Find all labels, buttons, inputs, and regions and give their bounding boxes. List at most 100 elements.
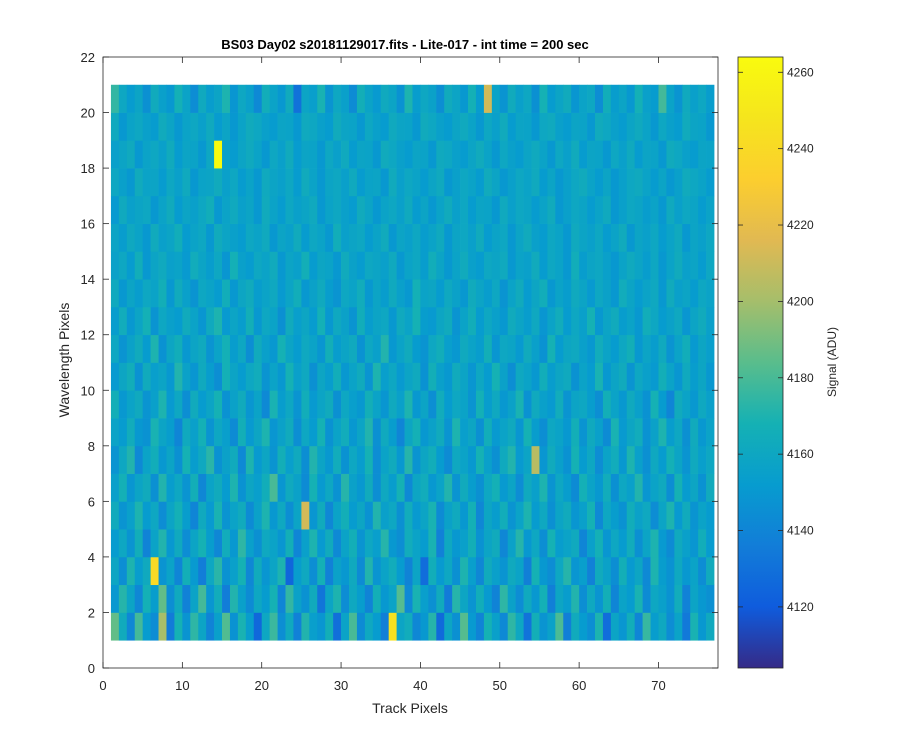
heatmap-cell: [142, 501, 151, 530]
heatmap-cell: [650, 473, 659, 502]
heatmap-cell: [499, 390, 509, 419]
heatmap-cell: [531, 445, 540, 474]
heatmap-cell: [356, 612, 366, 641]
heatmap-cell: [610, 473, 620, 502]
heatmap-cell: [253, 195, 263, 224]
heatmap-cell: [214, 223, 223, 252]
heatmap-cell: [333, 390, 342, 419]
heatmap-cell: [404, 251, 413, 280]
heatmap-cell: [222, 306, 231, 336]
heatmap-cell: [610, 612, 620, 641]
heatmap-cell: [587, 445, 596, 474]
heatmap-cell: [356, 306, 366, 336]
heatmap-cell: [706, 279, 715, 308]
heatmap-cell: [341, 279, 350, 308]
heatmap-cell: [364, 306, 374, 336]
heatmap-cell: [587, 418, 596, 447]
heatmap-cell: [483, 306, 493, 336]
heatmap-cell: [229, 251, 239, 280]
heatmap-cell: [396, 279, 405, 308]
heatmap-cell: [349, 84, 358, 113]
heatmap-cell: [174, 556, 183, 586]
heatmap-cell: [642, 334, 651, 363]
heatmap-cell: [555, 195, 564, 224]
heatmap-cell: [245, 584, 255, 613]
x-axis-ticks: 0 10 20 30 40 50 60 70: [99, 57, 666, 693]
heatmap-cell: [706, 334, 715, 363]
heatmap-cell: [364, 584, 374, 613]
x-tick-label: 10: [175, 678, 189, 693]
heatmap-cell: [428, 473, 437, 502]
heatmap-cell: [214, 306, 223, 336]
heatmap-cell: [539, 529, 548, 558]
heatmap-cell: [428, 223, 437, 252]
heatmap-cell: [333, 418, 342, 447]
heatmap-cell: [333, 223, 342, 252]
heatmap-cell: [396, 556, 405, 586]
heatmap-cell: [237, 84, 247, 113]
heatmap-cell: [499, 556, 509, 586]
heatmap-cell: [531, 584, 540, 613]
heatmap-cell: [317, 306, 326, 336]
heatmap-cell: [682, 529, 691, 558]
x-tick-label: 20: [254, 678, 268, 693]
heatmap-cell: [190, 418, 199, 447]
heatmap-cell: [166, 112, 175, 141]
heatmap-cell: [618, 445, 628, 474]
heatmap-cell: [293, 279, 302, 308]
heatmap-cell: [420, 84, 429, 113]
heatmap-cell: [245, 112, 255, 141]
heatmap-cell: [285, 84, 294, 113]
heatmap-cell: [420, 279, 429, 308]
heatmap-cell: [182, 445, 191, 474]
heatmap-cell: [396, 529, 405, 558]
heatmap-cell: [547, 612, 556, 641]
heatmap-cell: [182, 251, 191, 280]
heatmap-cell: [166, 501, 175, 530]
heatmap-cell: [190, 473, 199, 502]
heatmap-cell: [452, 445, 461, 474]
heatmap-cell: [571, 84, 580, 113]
heatmap-cell: [602, 362, 612, 391]
heatmap-cell: [587, 334, 596, 363]
heatmap-cell: [563, 584, 572, 613]
heatmap-cell: [602, 223, 612, 252]
heatmap-cell: [158, 140, 167, 169]
heatmap-cell: [563, 223, 572, 252]
heatmap-cell: [333, 140, 342, 169]
heatmap-cell: [118, 584, 128, 613]
heatmap-cell: [301, 334, 310, 363]
heatmap-cell: [658, 584, 667, 613]
heatmap-cell: [595, 473, 604, 502]
heatmap-cell: [539, 251, 548, 280]
heatmap-cell: [388, 390, 397, 419]
heatmap-cell: [491, 334, 501, 363]
heatmap-cell: [595, 140, 604, 169]
heatmap-cell: [618, 223, 628, 252]
heatmap-cell: [372, 223, 382, 252]
heatmap-cell: [372, 584, 382, 613]
heatmap-cell: [706, 306, 715, 336]
heatmap-cell: [642, 584, 651, 613]
heatmap-cell: [610, 584, 620, 613]
heatmap-cell: [468, 168, 477, 197]
heatmap-cell: [468, 334, 477, 363]
heatmap-cell: [523, 473, 532, 502]
heatmap-cell: [253, 418, 263, 447]
heatmap-cell: [666, 612, 675, 641]
heatmap-cell: [650, 612, 659, 641]
heatmap-cell: [420, 362, 429, 391]
heatmap-cell: [428, 112, 437, 141]
heatmap-cell: [110, 84, 120, 113]
heatmap-cell: [126, 334, 136, 363]
heatmap-cell: [333, 529, 342, 558]
heatmap-cell: [380, 418, 390, 447]
heatmap-cell: [301, 362, 310, 391]
heatmap-cell: [428, 501, 437, 530]
heatmap-cell: [706, 140, 715, 169]
heatmap-cell: [690, 334, 699, 363]
heatmap-cell: [674, 279, 683, 308]
heatmap-cell: [396, 334, 405, 363]
heatmap-cell: [253, 84, 263, 113]
